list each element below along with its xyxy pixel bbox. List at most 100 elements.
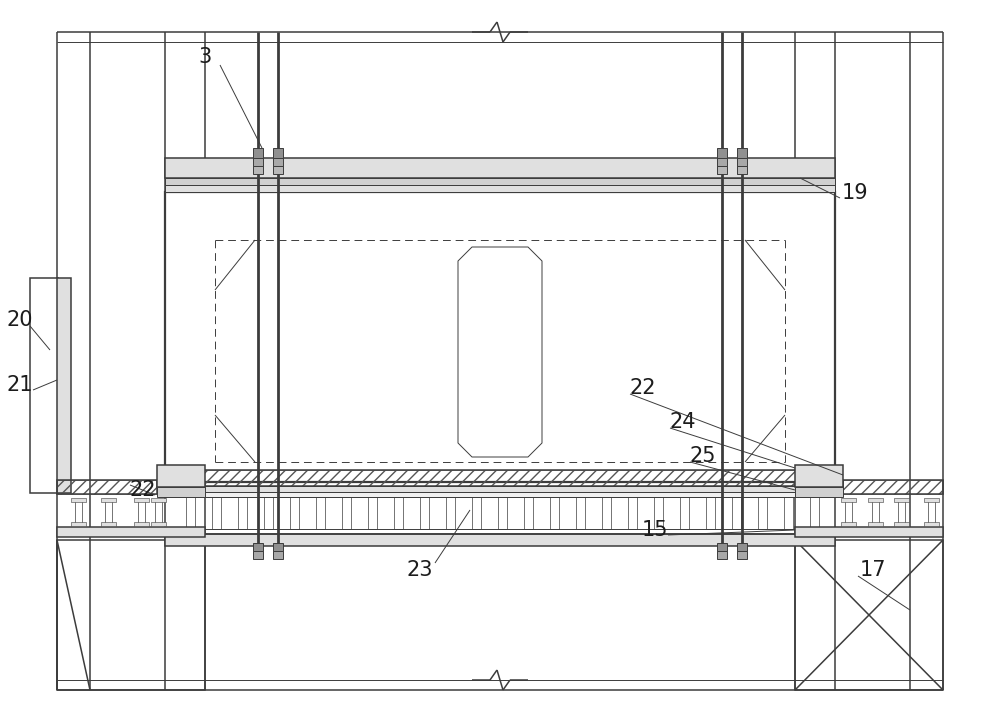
Bar	[737, 551, 747, 559]
Bar	[420, 497, 429, 529]
Bar	[602, 497, 611, 529]
Bar	[498, 497, 507, 529]
Bar	[841, 498, 856, 502]
Text: 21: 21	[7, 375, 33, 395]
Bar	[101, 522, 116, 526]
Bar	[737, 148, 747, 158]
Bar	[843, 480, 943, 494]
Text: 19: 19	[842, 183, 868, 203]
Bar	[868, 522, 883, 526]
Bar	[30, 278, 58, 493]
Bar	[253, 158, 263, 166]
Bar	[872, 500, 879, 524]
Bar	[550, 497, 559, 529]
Bar	[157, 465, 205, 487]
Bar	[75, 500, 82, 524]
Bar	[165, 158, 835, 178]
Bar	[253, 543, 263, 551]
Text: 22: 22	[630, 378, 656, 398]
Bar	[165, 486, 835, 492]
Bar	[273, 148, 283, 158]
Bar	[57, 278, 71, 493]
Bar	[57, 480, 157, 494]
Bar	[71, 522, 86, 526]
Bar	[273, 551, 283, 559]
Bar	[238, 497, 247, 529]
Bar	[472, 497, 481, 529]
Bar	[795, 487, 843, 497]
Bar	[165, 470, 835, 486]
Bar	[732, 497, 741, 529]
Text: 23: 23	[407, 560, 433, 580]
Bar	[758, 497, 767, 529]
Bar	[717, 148, 727, 158]
Bar	[57, 540, 205, 690]
Bar	[576, 497, 585, 529]
Bar	[446, 497, 455, 529]
Bar	[253, 551, 263, 559]
Bar	[105, 500, 112, 524]
Bar	[57, 480, 157, 494]
Bar	[717, 551, 727, 559]
Bar	[212, 497, 221, 529]
Text: 3: 3	[198, 47, 212, 67]
Bar	[151, 498, 166, 502]
Bar	[924, 498, 939, 502]
Text: 17: 17	[860, 560, 886, 580]
Bar	[737, 158, 747, 166]
Bar	[717, 543, 727, 551]
Bar	[843, 480, 943, 494]
Bar	[810, 497, 819, 529]
Bar	[795, 465, 843, 487]
Bar	[165, 185, 835, 192]
Text: 20: 20	[7, 310, 33, 330]
Bar	[290, 497, 299, 529]
Bar	[717, 166, 727, 174]
Bar	[316, 497, 325, 529]
Bar	[706, 497, 715, 529]
Bar	[868, 498, 883, 502]
Bar	[737, 166, 747, 174]
Bar	[368, 497, 377, 529]
Bar	[784, 497, 793, 529]
Bar	[165, 470, 835, 486]
Text: 25: 25	[690, 446, 716, 466]
Text: 24: 24	[670, 412, 696, 432]
Bar	[138, 500, 145, 524]
Bar	[253, 148, 263, 158]
Bar	[394, 497, 403, 529]
Polygon shape	[458, 247, 542, 457]
Bar	[165, 492, 835, 497]
Bar	[273, 543, 283, 551]
Bar	[157, 487, 205, 497]
Bar	[165, 178, 835, 185]
Bar	[253, 166, 263, 174]
Bar	[680, 497, 689, 529]
Bar	[264, 497, 273, 529]
Bar	[342, 497, 351, 529]
Bar	[928, 500, 935, 524]
Bar	[894, 522, 909, 526]
Bar	[841, 522, 856, 526]
Bar	[894, 498, 909, 502]
Bar	[273, 158, 283, 166]
Bar	[795, 540, 943, 690]
Text: 15: 15	[642, 520, 668, 540]
Bar	[155, 500, 162, 524]
Bar	[524, 497, 533, 529]
Bar	[273, 166, 283, 174]
Bar	[151, 522, 166, 526]
Bar	[924, 522, 939, 526]
Bar	[654, 497, 663, 529]
Bar	[186, 497, 195, 529]
Bar	[737, 543, 747, 551]
Bar	[134, 498, 149, 502]
Bar	[898, 500, 905, 524]
Bar	[845, 500, 852, 524]
Bar	[57, 527, 205, 537]
Text: 22: 22	[130, 480, 156, 500]
Bar	[717, 158, 727, 166]
Bar	[628, 497, 637, 529]
Bar	[134, 522, 149, 526]
Bar	[165, 534, 835, 546]
